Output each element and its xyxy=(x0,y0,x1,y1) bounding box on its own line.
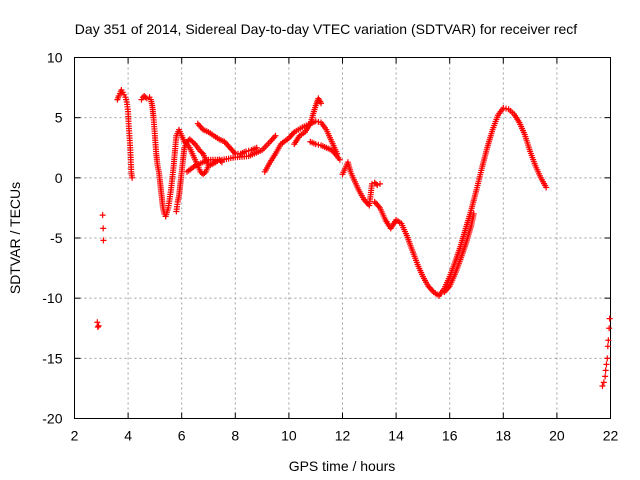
data-point xyxy=(606,325,613,332)
data-point xyxy=(500,105,507,112)
data-point xyxy=(605,337,612,344)
x-tick-label: 10 xyxy=(281,428,297,444)
y-tick-label: 5 xyxy=(55,110,63,126)
series-arc-15.6-19.6 xyxy=(435,105,550,299)
data-point xyxy=(129,174,136,181)
data-point xyxy=(272,132,279,139)
data-point xyxy=(502,105,509,112)
series-arc-5.8-7.0 xyxy=(173,136,212,215)
data-point xyxy=(245,147,252,154)
data-point xyxy=(543,184,550,191)
data-point xyxy=(470,210,477,217)
series-arc-12.0-13.4 xyxy=(339,159,384,209)
series-isolated-early xyxy=(94,212,107,331)
series-arc-10.8-11.9 xyxy=(307,138,343,163)
data-point xyxy=(217,157,224,164)
x-tick-label: 16 xyxy=(442,428,458,444)
data-point xyxy=(143,95,150,102)
series-arc-4.5-5.4 xyxy=(138,93,169,220)
x-tick-label: 4 xyxy=(124,428,132,444)
y-tick-label: -5 xyxy=(50,230,63,246)
series-arc-15.8-16.9 xyxy=(441,210,477,296)
series-arc-3.6-4.2 xyxy=(114,86,136,181)
y-tick-label: -10 xyxy=(42,290,62,306)
data-point xyxy=(190,139,197,146)
data-point xyxy=(205,162,212,169)
x-tick-label: 8 xyxy=(231,428,239,444)
data-point xyxy=(201,170,208,177)
series-arc-10.2-11.2 xyxy=(291,95,325,148)
data-point xyxy=(99,212,106,219)
data-points xyxy=(94,86,613,390)
data-point xyxy=(94,324,101,331)
data-point xyxy=(600,379,607,386)
data-point xyxy=(377,180,384,187)
data-point xyxy=(336,156,343,163)
x-tick-label: 20 xyxy=(549,428,565,444)
series-arc-6.2-9.5 xyxy=(184,132,279,175)
x-tick-label: 22 xyxy=(603,428,619,444)
y-tick-label: 10 xyxy=(47,50,63,66)
data-point xyxy=(100,225,107,232)
tick-labels: 2 4 6 8 10 12 14 16 18 20 22 10 5 0 -5 -10 -15 -20 xyxy=(42,50,618,444)
series-arc-6.6-8.8 xyxy=(194,120,260,157)
data-point xyxy=(95,322,102,329)
data-point xyxy=(606,315,613,322)
data-point xyxy=(602,367,609,374)
y-tick-label: 0 xyxy=(55,170,63,186)
data-point xyxy=(315,118,322,125)
data-point xyxy=(604,343,611,350)
series-arc-13.2-15.6 xyxy=(371,198,442,299)
x-tick-label: 14 xyxy=(388,428,404,444)
data-point xyxy=(243,148,250,155)
data-point xyxy=(374,182,381,189)
x-tick-label: 18 xyxy=(496,428,512,444)
data-point xyxy=(100,237,107,244)
data-point xyxy=(604,355,611,362)
x-axis-label: GPS time / hours xyxy=(289,458,396,474)
grid-lines xyxy=(74,57,611,419)
y-axis-label: SDTVAR / TECUs xyxy=(7,182,23,294)
data-point xyxy=(602,373,609,380)
plot-frame xyxy=(74,57,611,419)
x-tick-label: 6 xyxy=(178,428,186,444)
y-tick-label: -15 xyxy=(42,350,62,366)
data-point xyxy=(198,149,205,156)
y-tick-label: -20 xyxy=(42,411,62,427)
data-point xyxy=(603,361,610,368)
chart-title: Day 351 of 2014, Sidereal Day-to-day VTE… xyxy=(75,21,577,37)
x-tick-label: 12 xyxy=(335,428,351,444)
data-point xyxy=(318,100,325,107)
data-point xyxy=(599,383,606,390)
data-point xyxy=(312,141,319,148)
series-isolated-late xyxy=(599,315,613,390)
data-point xyxy=(315,141,322,148)
x-tick-label: 2 xyxy=(71,428,79,444)
